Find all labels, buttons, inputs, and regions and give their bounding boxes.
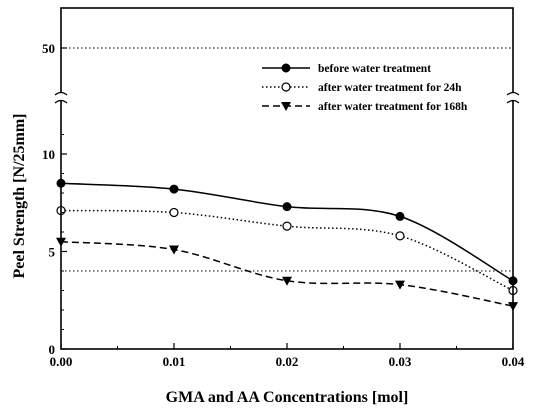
axis-break-mark [506,91,520,96]
x-tick-label: 0.02 [276,354,299,369]
series [56,237,518,312]
axis-break-mark [506,99,520,104]
legend-label: after water treatment for 168h [318,101,468,113]
series-line [60,182,514,282]
x-tick-label: 0.01 [163,354,186,369]
axis-break-mark [54,91,68,96]
y-tick-label: 50 [42,41,55,56]
series-layer [56,178,518,312]
series-line [60,241,514,307]
legend: before water treatment after water treatm… [262,63,468,113]
y-axis: 0 5 10 50 [42,41,67,357]
series-point [169,184,179,194]
x-tick-label: 0.04 [502,354,525,369]
axis-break-marks [54,91,520,104]
series-point [282,202,292,212]
series-line [60,209,514,292]
series-point [281,82,291,92]
series-point [282,276,292,286]
x-tick-label: 0.00 [50,354,73,369]
y-tick-label: 0 [49,342,56,357]
legend-label: after water treatment for 24h [318,82,462,94]
plot-frame [60,7,514,350]
series-point [395,231,405,241]
series-point [282,221,292,231]
series-point [395,280,405,290]
y-tick-label: 5 [49,245,56,260]
series-point [281,63,291,73]
axis-break-mark [54,99,68,104]
x-tick-label: 0.03 [389,354,412,369]
series-point [281,102,291,111]
x-axis: 0.00 0.01 0.02 0.03 0.04 [50,343,525,369]
y-axis-title: Peel Strength [N/25mm] [11,114,28,279]
legend-label: before water treatment [318,63,431,75]
x-axis-title: GMA and AA Concentrations [mol] [166,389,409,406]
series-point [395,211,405,221]
axis-break-gap [507,93,519,101]
series-point [169,245,179,255]
axis-break-gap [55,93,67,101]
reference-lines [61,47,513,272]
y-tick-label: 10 [42,147,55,162]
series-point [169,207,179,218]
series [56,178,518,286]
